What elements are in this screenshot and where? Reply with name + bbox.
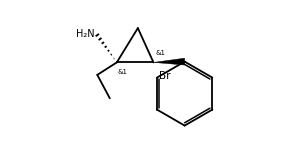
- Text: Br: Br: [159, 71, 171, 81]
- Text: H₂N: H₂N: [76, 29, 95, 39]
- Text: &1: &1: [155, 50, 165, 56]
- Text: &1: &1: [118, 69, 128, 75]
- Polygon shape: [153, 58, 185, 65]
